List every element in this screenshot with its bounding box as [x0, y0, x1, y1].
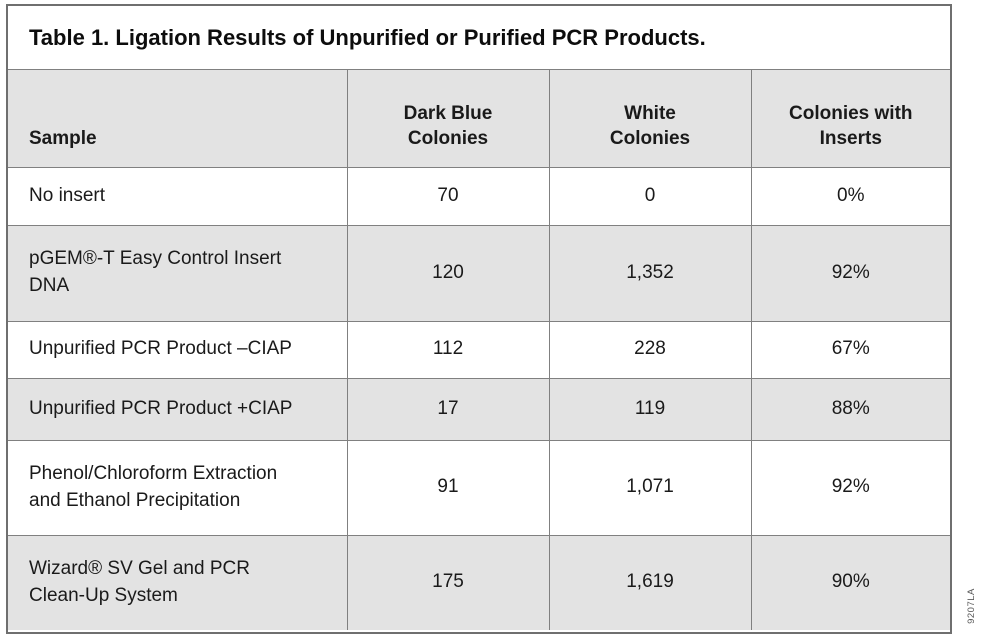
cell-colonies-with-inserts: 92% [750, 439, 951, 536]
table-row: Unpurified PCR Product –CIAP 112 228 67% [7, 320, 951, 379]
cell-dark-blue-colonies: 17 [346, 377, 550, 441]
cell-sample: No insert [7, 166, 348, 226]
cell-dark-blue-colonies: 112 [346, 320, 550, 379]
cell-sample: pGEM®-T Easy Control Insert DNA [7, 224, 348, 322]
cell-colonies-with-inserts: 92% [750, 224, 951, 322]
column-header-white-colonies: White Colonies [548, 69, 752, 168]
cell-white-colonies: 228 [548, 320, 752, 379]
column-header-sample: Sample [7, 69, 348, 168]
table-row: Unpurified PCR Product +CIAP 17 119 88% [7, 377, 951, 441]
cell-white-colonies: 1,071 [548, 439, 752, 536]
cell-sample: Wizard® SV Gel and PCR Clean-Up System [7, 534, 348, 631]
cell-white-colonies: 0 [548, 166, 752, 226]
cell-dark-blue-colonies: 175 [346, 534, 550, 631]
table-title: Table 1. Ligation Results of Unpurified … [8, 6, 950, 70]
cell-white-colonies: 1,619 [548, 534, 752, 631]
cell-dark-blue-colonies: 120 [346, 224, 550, 322]
cell-dark-blue-colonies: 91 [346, 439, 550, 536]
column-header-colonies-with-inserts: Colonies with Inserts [750, 69, 951, 168]
table-row: pGEM®-T Easy Control Insert DNA 120 1,35… [7, 224, 951, 322]
table-row: Phenol/Chloroform Extraction and Ethanol… [7, 439, 951, 536]
cell-white-colonies: 1,352 [548, 224, 752, 322]
cell-sample: Phenol/Chloroform Extraction and Ethanol… [7, 439, 348, 536]
cell-sample: Unpurified PCR Product –CIAP [7, 320, 348, 379]
figure-number-watermark: 9207LA [966, 588, 977, 624]
cell-white-colonies: 119 [548, 377, 752, 441]
cell-colonies-with-inserts: 0% [750, 166, 951, 226]
table-container: Table 1. Ligation Results of Unpurified … [6, 4, 952, 634]
cell-colonies-with-inserts: 88% [750, 377, 951, 441]
ligation-results-table: Sample Dark Blue Colonies White Colonies… [7, 69, 951, 631]
column-header-dark-blue-colonies: Dark Blue Colonies [346, 69, 550, 168]
table-row: Wizard® SV Gel and PCR Clean-Up System 1… [7, 534, 951, 631]
cell-colonies-with-inserts: 90% [750, 534, 951, 631]
header-row: Sample Dark Blue Colonies White Colonies… [7, 69, 951, 168]
cell-sample: Unpurified PCR Product +CIAP [7, 377, 348, 441]
cell-dark-blue-colonies: 70 [346, 166, 550, 226]
table-row: No insert 70 0 0% [7, 166, 951, 226]
cell-colonies-with-inserts: 67% [750, 320, 951, 379]
